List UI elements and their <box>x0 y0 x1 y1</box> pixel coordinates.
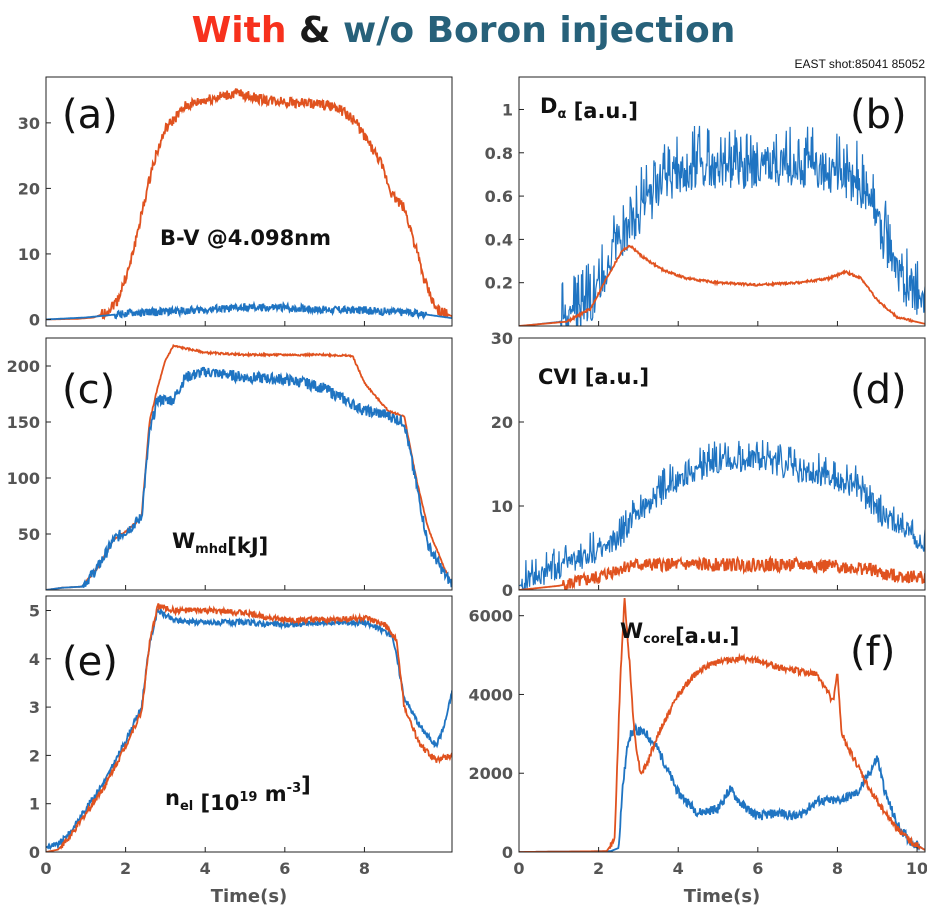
y-tick-label: 30 <box>18 114 40 133</box>
quantity-label: Wcore[a.u.] <box>620 619 739 648</box>
x-tick-label: 0 <box>40 859 51 878</box>
x-tick-label: 10 <box>906 859 927 878</box>
y-tick-label: 100 <box>7 469 40 488</box>
y-tick-label: 0 <box>29 310 40 329</box>
panel-label: (a) <box>62 92 118 138</box>
quantity-label: nel [1019 m-3] <box>165 773 311 815</box>
plot-frame <box>45 595 453 853</box>
series-without-line <box>46 606 452 851</box>
series-with-line <box>46 88 452 321</box>
series-without-line <box>519 440 925 590</box>
y-tick-label: 2 <box>29 746 40 765</box>
quantity-label: CVI [a.u.] <box>538 365 649 389</box>
y-tick-label: 150 <box>7 413 40 432</box>
y-tick-label: 0.8 <box>485 144 513 163</box>
panel-label: (c) <box>62 367 115 413</box>
series-without-line <box>46 300 452 321</box>
panel-label: (b) <box>850 92 907 138</box>
title-without: w/o Boron injection <box>342 10 736 51</box>
y-tick-label: 10 <box>491 497 513 516</box>
figure-title: With & w/o Boron injection <box>0 10 927 51</box>
plot-frame <box>518 595 926 853</box>
shot-number-label: EAST shot:85041 85052 <box>794 57 925 71</box>
y-tick-label: 4 <box>29 650 40 669</box>
x-tick-label: 4 <box>200 859 211 878</box>
y-tick-label: 3 <box>29 698 40 717</box>
panel-label: (e) <box>62 639 118 685</box>
y-tick-label: 0 <box>502 843 513 862</box>
series-with-line <box>519 554 925 590</box>
series-with-line <box>519 598 925 852</box>
plot-frame <box>518 76 926 327</box>
x-tick-label: 2 <box>120 859 131 878</box>
y-tick-label: 50 <box>18 525 40 544</box>
x-tick-label: 2 <box>593 859 604 878</box>
panel-b: 0.2 0.4 0.6 0.8 1 (b) Dα [a.u.] <box>485 76 926 327</box>
y-tick-label: 0.6 <box>485 187 513 206</box>
y-tick-label: 1 <box>502 100 513 119</box>
series-with-line <box>46 603 452 852</box>
y-tick-label: 2000 <box>468 764 513 783</box>
panel-a: 0 10 20 30 (a) B-V @4.098nm <box>18 76 453 329</box>
y-tick-label: 4000 <box>468 685 513 704</box>
y-tick-label: 5 <box>29 601 40 620</box>
panel-label: (d) <box>850 367 907 413</box>
quantity-label: Wmhd[kJ] <box>172 529 268 558</box>
x-tick-label: 4 <box>673 859 684 878</box>
x-tick-label: 6 <box>279 859 290 878</box>
y-tick-label: 0.4 <box>485 230 513 249</box>
y-tick-label: 20 <box>18 179 40 198</box>
y-tick-label: 20 <box>491 413 513 432</box>
plot-frame <box>518 337 926 591</box>
y-tick-label: 30 <box>491 329 513 348</box>
x-tick-label: 8 <box>832 859 843 878</box>
panel-c: 50 100 150 200 (c) Wmhd[kJ] <box>7 337 453 591</box>
series-without-line <box>46 366 452 590</box>
panel-e: 0 1 2 3 4 5 0 2 4 6 8 (e) nel [1019 m-3] Time(s) <box>29 595 453 907</box>
x-tick-label: 6 <box>752 859 763 878</box>
panel-f: 0 2000 4000 6000 0 2 4 6 8 10 (f) Wcore[a.u.] Time(s… <box>468 595 927 907</box>
y-tick-label: 200 <box>7 357 40 376</box>
y-tick-label: 0 <box>502 581 513 600</box>
panel-d: 0 10 20 30 (d) CVI [a.u.] <box>491 329 926 600</box>
series-without-line <box>519 722 925 852</box>
title-with: With <box>191 10 287 51</box>
x-axis-title: Time(s) <box>684 886 761 907</box>
y-tick-label: 10 <box>18 245 40 264</box>
quantity-label: Dα [a.u.] <box>540 94 638 123</box>
plot-frame <box>45 337 453 591</box>
x-tick-label: 8 <box>359 859 370 878</box>
y-tick-label: 0 <box>29 843 40 862</box>
series-without-line <box>519 125 925 326</box>
title-and: & <box>286 10 343 51</box>
y-tick-label: 0.2 <box>485 274 513 293</box>
plot-frame <box>45 76 453 327</box>
y-tick-label: 6000 <box>468 607 513 626</box>
series-with-line <box>519 244 925 326</box>
x-tick-label: 0 <box>513 859 524 878</box>
y-tick-label: 1 <box>29 795 40 814</box>
x-axis-title: Time(s) <box>211 886 288 907</box>
quantity-label: B-V @4.098nm <box>160 226 331 250</box>
panel-label: (f) <box>850 629 895 675</box>
